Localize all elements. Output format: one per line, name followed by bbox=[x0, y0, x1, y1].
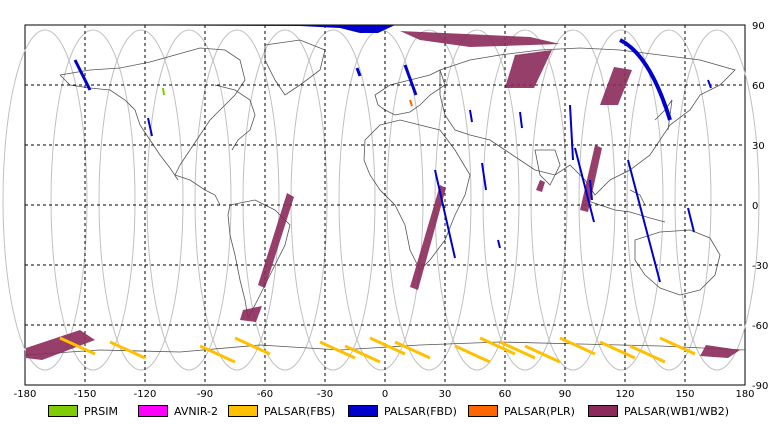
orbit-track bbox=[2, 29, 88, 371]
x-tick-label: -120 bbox=[134, 389, 157, 400]
fbs-swath bbox=[234, 336, 271, 356]
orbit-track bbox=[434, 29, 520, 371]
x-tick-label: -180 bbox=[14, 389, 37, 400]
y-tick-label: 0 bbox=[752, 201, 758, 212]
fbs-swath bbox=[599, 340, 636, 360]
orbit-track bbox=[194, 29, 280, 371]
y-tick-labels: 90 60 30 0 -30 -60 -90 bbox=[752, 21, 768, 392]
orbit-track bbox=[50, 29, 136, 371]
fbs-swath bbox=[59, 336, 96, 356]
legend-item: PALSAR(PLR) bbox=[468, 403, 575, 419]
legend-label: PALSAR(PLR) bbox=[504, 404, 575, 418]
orbit-track bbox=[578, 29, 664, 371]
legend-swatch bbox=[228, 405, 258, 417]
y-tick-label: 60 bbox=[752, 81, 765, 92]
legend-item: PALSAR(FBS) bbox=[228, 403, 335, 419]
legend-swatch bbox=[138, 405, 168, 417]
legend-label: AVNIR-2 bbox=[174, 404, 218, 418]
orbit-track bbox=[482, 29, 568, 371]
fbs-swath bbox=[559, 336, 596, 356]
legend-swatch bbox=[48, 405, 78, 417]
fbs-swath bbox=[109, 340, 146, 360]
swaths-palsar-plr bbox=[409, 99, 413, 107]
legend-label: PRSIM bbox=[84, 404, 118, 418]
legend-swatch bbox=[468, 405, 498, 417]
legend-label: PALSAR(FBD) bbox=[384, 404, 457, 418]
legend-label: PALSAR(WB1/WB2) bbox=[624, 404, 730, 418]
x-tick-label: -30 bbox=[317, 389, 333, 400]
x-tick-labels: -180 -150 -120 -90 -60 -30 0 30 60 90 120 150 180 bbox=[14, 389, 755, 400]
legend-item: PRSIM bbox=[48, 403, 118, 419]
legend-item: AVNIR-2 bbox=[138, 403, 218, 419]
fbs-swath bbox=[629, 344, 666, 364]
swaths-palsar-wb bbox=[26, 31, 740, 360]
x-tick-label: 60 bbox=[499, 389, 512, 400]
x-tick-label: 150 bbox=[675, 389, 694, 400]
x-tick-label: 0 bbox=[382, 389, 388, 400]
orbit-track bbox=[674, 29, 760, 371]
swaths-palsar-fbs bbox=[59, 336, 696, 364]
fbs-swath bbox=[524, 344, 561, 364]
swaths-palsar-fbd bbox=[28, 25, 712, 283]
legend-swatch bbox=[588, 405, 618, 417]
legend-item: PALSAR(WB1/WB2) bbox=[588, 403, 729, 419]
y-tick-label: -90 bbox=[752, 381, 768, 392]
x-tick-label: 120 bbox=[615, 389, 634, 400]
legend: PRSIM AVNIR-2 PALSAR(FBS) PALSAR(FBD) PALSAR… bbox=[0, 400, 770, 422]
y-tick-label: -30 bbox=[752, 261, 768, 272]
world-map: -180 -150 -120 -90 -60 -30 0 30 60 90 120 150 180 90… bbox=[2, 21, 768, 400]
fbs-swath bbox=[659, 336, 696, 356]
orbit-track bbox=[386, 29, 472, 371]
fbs-swath bbox=[199, 344, 236, 364]
x-tick-label: 30 bbox=[439, 389, 452, 400]
orbit-track bbox=[146, 29, 232, 371]
legend-label: PALSAR(FBS) bbox=[264, 404, 336, 418]
fbs-swath bbox=[479, 336, 516, 356]
fbs-swath bbox=[344, 344, 381, 364]
fbs-swath bbox=[394, 340, 431, 360]
x-tick-label: -150 bbox=[74, 389, 97, 400]
graticule bbox=[25, 25, 745, 385]
y-tick-label: 30 bbox=[752, 141, 765, 152]
orbit-track bbox=[98, 29, 184, 371]
swaths-prism bbox=[162, 87, 165, 96]
fbs-swath bbox=[499, 340, 536, 360]
fbs-swath bbox=[319, 340, 356, 360]
legend-item: PALSAR(FBD) bbox=[348, 403, 457, 419]
y-tick-label: 90 bbox=[752, 21, 765, 32]
x-tick-label: -60 bbox=[257, 389, 273, 400]
orbit-track bbox=[530, 29, 616, 371]
x-tick-label: 90 bbox=[559, 389, 572, 400]
fbs-swath bbox=[454, 344, 491, 364]
fbs-swath bbox=[369, 336, 406, 356]
y-tick-label: -60 bbox=[752, 321, 768, 332]
x-tick-label: -90 bbox=[197, 389, 213, 400]
legend-swatch bbox=[348, 405, 378, 417]
x-tick-label: 180 bbox=[735, 389, 754, 400]
orbit-track bbox=[242, 29, 328, 371]
orbit-track bbox=[626, 29, 712, 371]
